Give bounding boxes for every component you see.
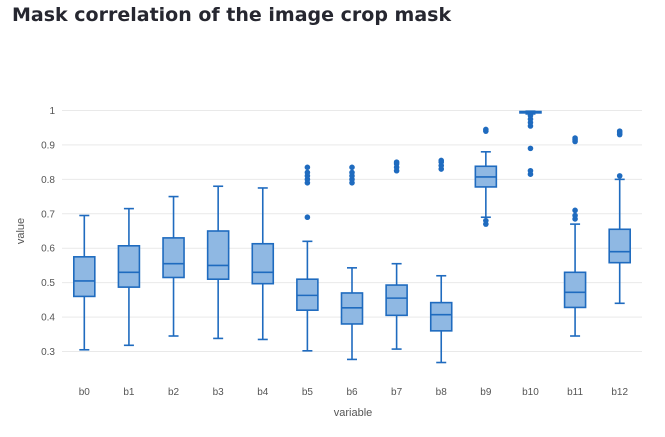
outlier-point: [527, 167, 534, 174]
outlier-point: [304, 214, 311, 221]
box-iqr: [206, 230, 230, 281]
x-tick-label: b2: [168, 387, 180, 398]
outlier-point: [304, 169, 311, 176]
y-tick-label: 1: [49, 106, 55, 117]
box-b2: [162, 195, 185, 337]
outlier-point: [483, 126, 489, 133]
x-tick-label: b5: [302, 387, 314, 398]
outlier-point: [527, 112, 534, 119]
x-tick-label: b12: [611, 387, 628, 398]
x-tick-label: b7: [391, 387, 403, 398]
box-b5: [296, 164, 319, 352]
x-tick-label: b8: [436, 387, 448, 398]
box-b8: [429, 157, 453, 364]
y-axis-title: value: [15, 218, 27, 244]
x-tick-label: b3: [213, 387, 225, 398]
box-series: [73, 110, 631, 364]
outlier-point: [483, 217, 489, 224]
x-tick-label: b10: [522, 387, 539, 398]
box-b6: [340, 164, 364, 361]
box-iqr: [117, 245, 141, 288]
box-b10: [519, 110, 542, 177]
x-axis-title: variable: [334, 407, 373, 419]
outlier-point: [349, 164, 355, 171]
x-tick-label: b0: [79, 387, 91, 398]
outlier-point: [393, 159, 400, 165]
outlier-point: [304, 164, 311, 171]
x-tick-label: b9: [480, 387, 492, 398]
box-b3: [206, 185, 230, 340]
y-tick-label: 0.3: [41, 347, 55, 358]
outlier-point: [572, 212, 578, 219]
box-iqr: [429, 301, 453, 332]
box-iqr: [385, 284, 408, 317]
outlier-point: [527, 145, 534, 152]
box-b12: [608, 128, 631, 305]
box-iqr: [73, 256, 96, 298]
x-axis-ticks: b0 b1 b2 b3 b4 b5 b6 b7 b8 b9 b10 b11 b12: [79, 387, 629, 398]
box-iqr: [608, 228, 631, 264]
box-iqr: [162, 237, 185, 279]
outlier-point: [572, 135, 578, 141]
box-iqr: [251, 242, 275, 285]
y-tick-label: 0.8: [41, 175, 55, 186]
box-b7: [385, 159, 408, 350]
outlier-point: [616, 173, 623, 179]
y-tick-label: 0.7: [41, 209, 55, 220]
page-title: Mask correlation of the image crop mask: [12, 4, 452, 26]
outlier-point: [349, 169, 355, 176]
x-tick-label: b4: [257, 387, 269, 398]
outlier-point: [572, 207, 578, 214]
box-b11: [563, 135, 587, 337]
x-tick-label: b6: [346, 387, 358, 398]
x-tick-label: b11: [567, 387, 583, 398]
box-b9: [474, 126, 498, 227]
box-b1: [117, 207, 141, 347]
outlier-point: [438, 157, 445, 164]
y-tick-label: 0.5: [41, 278, 55, 289]
y-tick-label: 0.9: [41, 140, 55, 151]
y-tick-label: 0.6: [41, 244, 55, 255]
x-tick-label: b1: [123, 387, 135, 398]
y-axis-ticks: 0.3 0.4 0.5 0.6 0.7 0.8 0.9 1: [41, 106, 55, 358]
box-b0: [73, 214, 96, 351]
y-tick-label: 0.4: [41, 313, 55, 324]
box-b4: [251, 187, 275, 341]
outlier-point: [616, 128, 623, 134]
box-iqr: [563, 271, 587, 309]
